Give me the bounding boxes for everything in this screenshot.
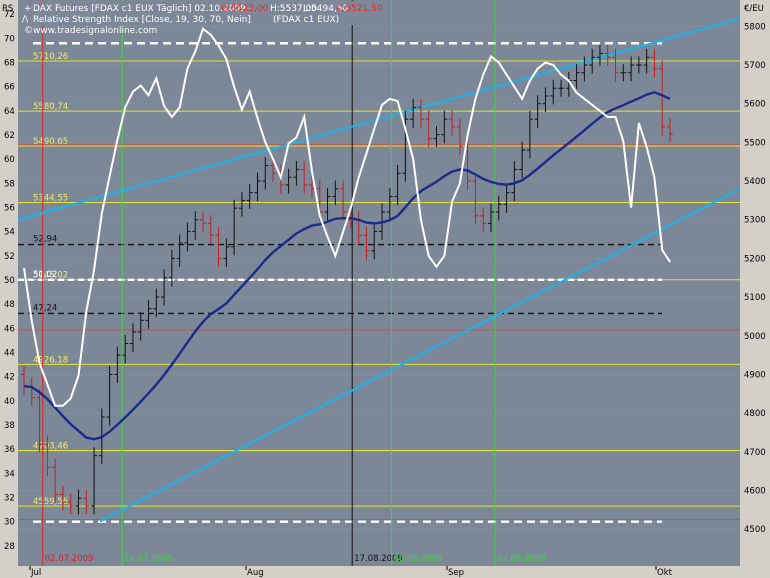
date-markers: 02.07.2009 14.07.2009 17.08.200918.08.2009… bbox=[42, 0, 546, 566]
rsi-series-source: (FDAX c1 EUX) bbox=[273, 15, 339, 25]
trendlines bbox=[17, 17, 741, 523]
rsi-level-label-2: 47,24 bbox=[33, 303, 57, 313]
left-tick-16: 40 bbox=[4, 397, 15, 407]
right-tick-3: 5500 bbox=[744, 138, 766, 148]
right-tick-4: 5400 bbox=[744, 177, 766, 187]
level-label-2: 5490,65 bbox=[33, 137, 68, 147]
marker-label-3: 18.08.2009 bbox=[394, 554, 443, 564]
left-tick-22: 28 bbox=[4, 542, 15, 552]
right-tick-10: 4800 bbox=[744, 409, 766, 419]
marker-label-0: 02.07.2009 bbox=[45, 554, 94, 564]
price-bars bbox=[21, 44, 673, 515]
left-tick-14: 44 bbox=[4, 349, 15, 359]
right-tick-13: 4500 bbox=[744, 525, 766, 535]
level-label-7: 4559,56 bbox=[33, 497, 68, 507]
right-tick-2: 5600 bbox=[744, 100, 766, 110]
rsi-line bbox=[23, 27, 671, 407]
left-tick-8: 56 bbox=[4, 204, 15, 214]
legend-background bbox=[18, 1, 378, 25]
level-label-3: 5344,55 bbox=[33, 194, 68, 204]
left-tick-0: 72 bbox=[4, 10, 15, 20]
left-tick-13: 46 bbox=[4, 324, 15, 334]
right-axis: 5800 5700 5600 5500 5400 5300 5200 5100 5000 4900… bbox=[744, 22, 766, 535]
left-tick-4: 64 bbox=[4, 107, 15, 117]
gridlines bbox=[18, 25, 740, 530]
left-tick-9: 54 bbox=[4, 228, 15, 238]
left-tick-19: 34 bbox=[4, 469, 15, 479]
level-label-5: 4926,18 bbox=[33, 355, 68, 365]
level-label-6: 4703,46 bbox=[33, 441, 68, 451]
left-tick-11: 50 bbox=[4, 276, 15, 286]
left-tick-18: 36 bbox=[4, 445, 15, 455]
low-value: L:5494,50 bbox=[303, 4, 349, 14]
right-tick-6: 5200 bbox=[744, 254, 766, 264]
level-label-1: 5580,74 bbox=[33, 102, 68, 112]
watermark-icon: © bbox=[24, 26, 33, 36]
right-tick-12: 4600 bbox=[744, 487, 766, 497]
header-legend: + DAX Futures [FDAX c1 EUX Täglich] 02.1… bbox=[18, 1, 383, 36]
right-tick-8: 5000 bbox=[744, 332, 766, 342]
left-tick-21: 30 bbox=[4, 518, 15, 528]
left-axis-label: RS bbox=[2, 4, 13, 14]
level-label-4: 5145,02 bbox=[33, 271, 68, 281]
left-tick-17: 38 bbox=[4, 421, 15, 431]
plot-area bbox=[18, 0, 740, 566]
high-value: H:5537,00 bbox=[270, 4, 317, 14]
right-tick-5: 5300 bbox=[744, 216, 766, 226]
open-value: O:5522,00 bbox=[221, 4, 268, 14]
left-tick-3: 66 bbox=[4, 83, 15, 93]
right-tick-9: 4900 bbox=[744, 370, 766, 380]
rsi-series-label: Relative Strength Index [Close, 19, 30, … bbox=[33, 15, 251, 25]
upper-trendline bbox=[17, 17, 741, 221]
right-tick-0: 5800 bbox=[744, 22, 766, 32]
rsi-level-label-0: 52,94 bbox=[33, 235, 57, 245]
marker-label-1: 14.07.2009 bbox=[124, 554, 173, 564]
price-series-label: DAX Futures [FDAX c1 EUX Täglich] 02.10.… bbox=[33, 4, 252, 14]
price-series-icon: + bbox=[24, 4, 32, 14]
rsi-level-label-1: 50,02 bbox=[33, 270, 57, 280]
right-tick-1: 5700 bbox=[744, 61, 766, 71]
left-tick-2: 68 bbox=[4, 59, 15, 69]
left-tick-7: 58 bbox=[4, 179, 15, 189]
right-tick-11: 4700 bbox=[744, 448, 766, 458]
x-tick-3: Okt bbox=[657, 568, 673, 578]
left-tick-20: 32 bbox=[4, 494, 15, 504]
right-tick-7: 5100 bbox=[744, 293, 766, 303]
close-value: C:5521,50 bbox=[336, 4, 383, 14]
lower-trendline bbox=[99, 187, 741, 523]
x-axis: Jul Aug Sep Okt bbox=[29, 566, 673, 578]
marker-label-2: 17.08.2009 bbox=[354, 554, 403, 564]
left-tick-6: 60 bbox=[4, 155, 15, 165]
rsi-series-icon: /\ bbox=[22, 15, 29, 25]
x-tick-2: Sep bbox=[448, 568, 464, 578]
x-tick-1: Aug bbox=[247, 568, 264, 578]
watermark: www.tradesignalonline.com bbox=[33, 26, 157, 36]
left-tick-10: 52 bbox=[4, 252, 15, 262]
left-axis: 72 70 68 66 64 62 60 58 56 54 52 50 48 46 44 42 40 38 36 34… bbox=[4, 10, 15, 552]
rsi-line-path bbox=[23, 27, 671, 407]
marker-label-4: 07.09.2009 bbox=[497, 554, 546, 564]
right-axis-label: €/EU bbox=[744, 4, 764, 14]
level-label-0: 5710,26 bbox=[33, 52, 68, 62]
left-tick-15: 42 bbox=[4, 373, 15, 383]
left-tick-12: 48 bbox=[4, 300, 15, 310]
left-tick-5: 62 bbox=[4, 131, 15, 141]
left-tick-1: 70 bbox=[4, 34, 15, 44]
x-tick-0: Jul bbox=[30, 568, 41, 578]
